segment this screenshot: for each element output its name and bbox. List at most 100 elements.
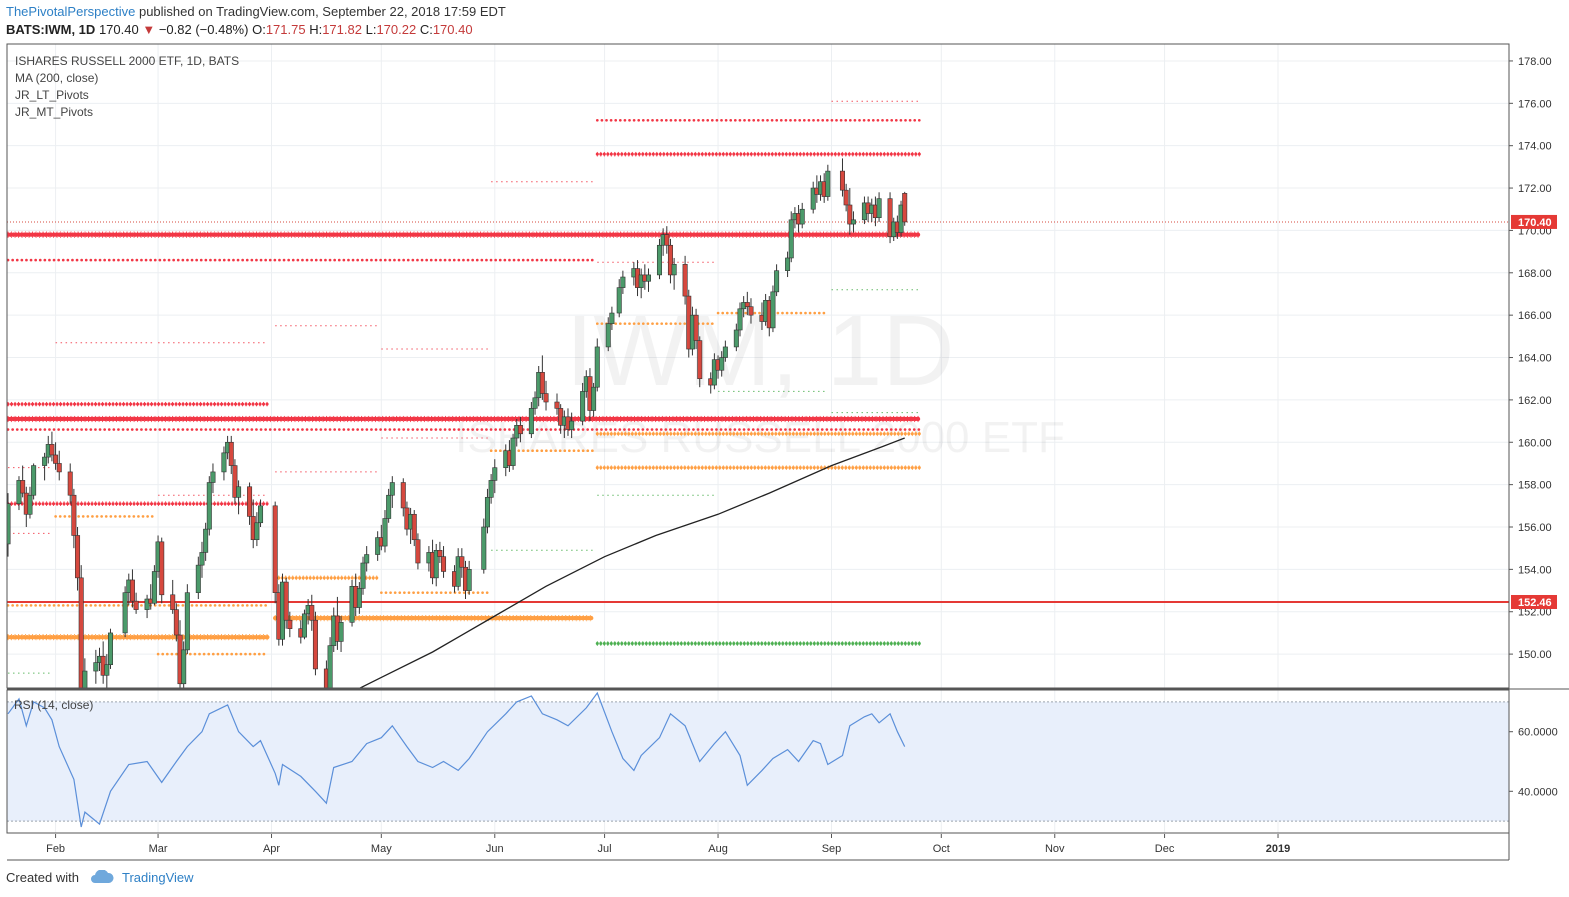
candle-body	[287, 619, 293, 629]
candle	[459, 548, 465, 578]
candle	[843, 183, 849, 212]
rsi-tick-label: 40.0000	[1518, 786, 1558, 798]
candle	[580, 382, 586, 426]
candle-body	[184, 592, 190, 651]
candle-body	[455, 556, 461, 587]
candle-body	[42, 456, 48, 466]
candle-body	[543, 393, 549, 403]
candle	[569, 412, 575, 439]
candle-body	[49, 444, 55, 456]
candle	[455, 548, 461, 591]
legend-lt-pivots[interactable]: JR_LT_Pivots	[15, 88, 89, 102]
candle-body	[78, 577, 84, 688]
candle-body	[722, 346, 728, 358]
candle-body	[129, 579, 135, 602]
candle	[312, 611, 318, 676]
candle	[466, 560, 472, 595]
candle	[144, 594, 150, 619]
tradingview-link[interactable]: TradingView	[122, 870, 194, 885]
candle-body	[580, 391, 586, 422]
candle-body	[887, 198, 893, 238]
candle	[664, 226, 670, 254]
candle-body	[433, 550, 439, 579]
low-value: 170.22	[376, 22, 417, 37]
candle	[433, 543, 439, 587]
candle-body	[554, 401, 560, 409]
price-tick-label: 154.00	[1518, 564, 1552, 576]
open-label: O:	[252, 22, 266, 37]
candle	[719, 351, 725, 377]
candle-body	[532, 397, 538, 409]
candle	[31, 463, 37, 500]
candle-body	[93, 662, 99, 672]
candle	[693, 308, 699, 350]
candle-body	[667, 244, 673, 276]
candle-body	[382, 518, 388, 547]
close-value: 170.40	[432, 22, 473, 37]
candle	[488, 474, 494, 504]
author-link[interactable]: ThePivotalPerspective	[6, 4, 136, 19]
candle	[711, 353, 717, 390]
candle	[129, 569, 135, 608]
candle	[400, 478, 406, 517]
candle	[338, 615, 344, 652]
candle-body	[415, 539, 421, 564]
price-tick-label: 174.00	[1518, 141, 1552, 153]
candle-body	[770, 291, 776, 329]
candle	[876, 192, 882, 222]
candle	[722, 340, 728, 362]
candle-body	[645, 274, 651, 282]
candle	[27, 486, 33, 519]
level-price-tag-bg	[1511, 594, 1557, 609]
rsi-label[interactable]: RSI (14, close)	[14, 698, 94, 712]
candle-body	[594, 346, 600, 388]
candle	[437, 541, 443, 564]
price-tick-label: 164.00	[1518, 353, 1552, 365]
candle	[839, 158, 845, 197]
candle	[71, 488, 77, 549]
candle	[481, 518, 487, 574]
candle-body	[847, 204, 853, 225]
candle-body	[481, 526, 487, 570]
price-tick-label: 176.00	[1518, 98, 1552, 110]
candle-body	[232, 465, 238, 498]
candle	[788, 211, 794, 263]
time-tick-label: Feb	[46, 843, 65, 855]
candle	[93, 649, 99, 684]
candle-body	[748, 306, 754, 316]
candle	[415, 533, 421, 570]
legend-ma[interactable]: MA (200, close)	[15, 71, 99, 85]
candle-body	[733, 329, 739, 348]
candle	[104, 654, 110, 688]
candle	[510, 433, 516, 470]
time-tick-label: Apr	[263, 843, 280, 855]
candle	[441, 546, 447, 578]
candle	[232, 459, 238, 504]
candle	[620, 270, 626, 294]
watermark-name: ISHARES RUSSELL 2000 ETF	[455, 413, 1065, 462]
candle-body	[609, 312, 615, 324]
candle	[100, 641, 106, 684]
watermark-symbol: IWM, 1D	[566, 295, 955, 407]
candle	[554, 393, 560, 415]
candle-body	[247, 486, 253, 517]
candle	[825, 164, 831, 201]
last-price: 170.40	[98, 22, 139, 37]
candle-body	[774, 270, 780, 293]
candle-body	[744, 302, 750, 307]
price-tick-label: 152.00	[1518, 607, 1552, 619]
candle	[386, 488, 392, 523]
candle	[411, 510, 417, 547]
candle	[272, 501, 278, 604]
candle-body	[810, 187, 816, 210]
candle	[744, 291, 750, 316]
time-tick-label: Sep	[822, 843, 842, 855]
candle-body	[301, 613, 307, 638]
candle-body	[283, 581, 289, 621]
candle	[770, 285, 776, 333]
candle	[82, 658, 88, 688]
candle-body	[67, 471, 73, 496]
candle-body	[411, 513, 417, 541]
legend-mt-pivots[interactable]: JR_MT_Pivots	[15, 105, 94, 119]
